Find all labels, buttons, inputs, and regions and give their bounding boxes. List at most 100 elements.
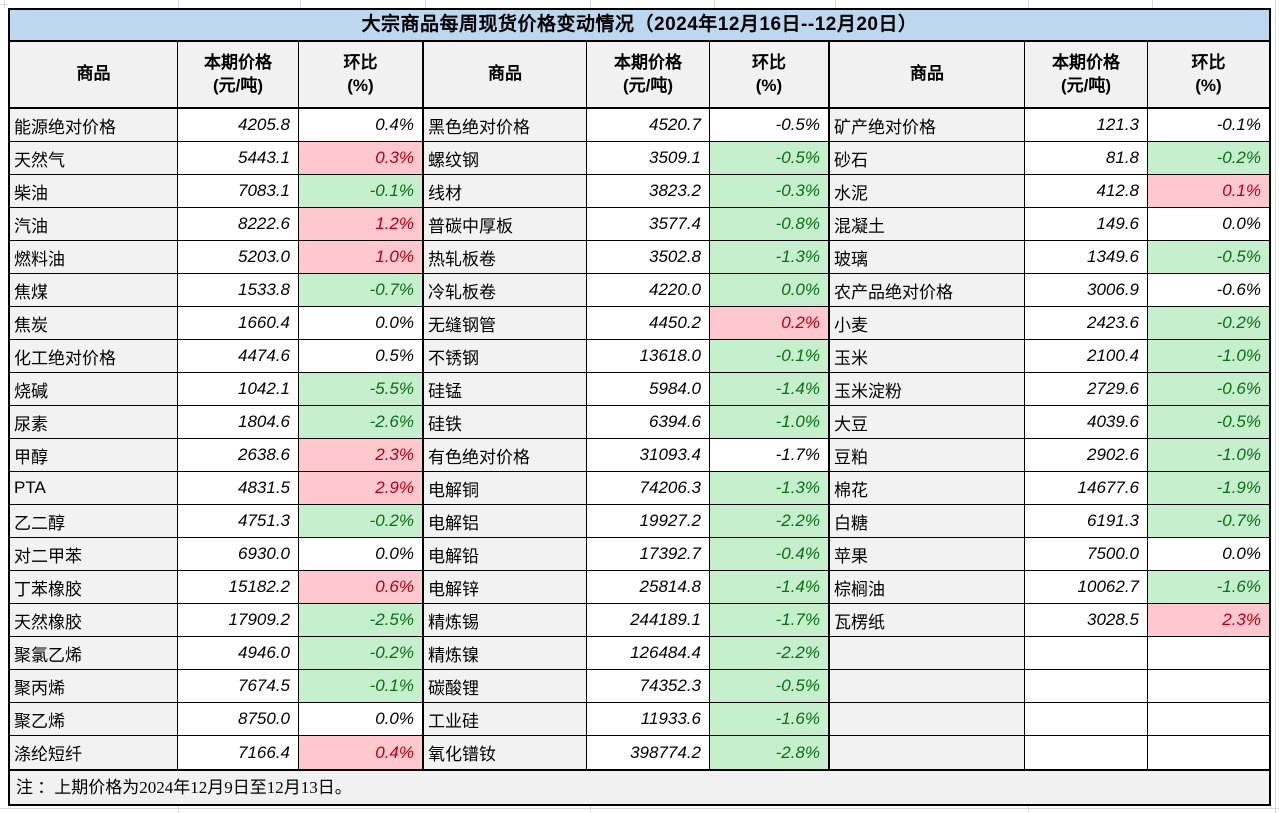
commodity-name-cell[interactable]: 混凝土: [830, 208, 1025, 241]
commodity-name-cell[interactable]: 碳酸锂: [424, 670, 587, 703]
category-name-cell[interactable]: 能源绝对价格: [10, 109, 178, 142]
price-cell[interactable]: [1025, 670, 1148, 703]
commodity-name-cell[interactable]: 氧化镨钕: [424, 736, 587, 769]
pct-change-cell[interactable]: -1.0%: [710, 406, 830, 439]
commodity-name-cell[interactable]: 螺纹钢: [424, 142, 587, 175]
price-cell[interactable]: 4831.5: [178, 472, 299, 505]
price-cell[interactable]: 4220.0: [587, 274, 710, 307]
pct-change-cell[interactable]: -0.5%: [710, 142, 830, 175]
price-cell[interactable]: 398774.2: [587, 736, 710, 769]
price-cell[interactable]: 8750.0: [178, 703, 299, 736]
pct-change-cell[interactable]: -0.3%: [710, 175, 830, 208]
commodity-name-cell[interactable]: 聚乙烯: [10, 703, 178, 736]
pct-change-cell[interactable]: -0.1%: [710, 340, 830, 373]
commodity-name-cell[interactable]: 甲醇: [10, 439, 178, 472]
price-cell[interactable]: 1660.4: [178, 307, 299, 340]
commodity-name-cell[interactable]: 精炼镍: [424, 637, 587, 670]
header-commodity[interactable]: 商品: [10, 42, 178, 109]
price-cell[interactable]: 3006.9: [1025, 274, 1148, 307]
pct-change-cell[interactable]: -5.5%: [299, 373, 424, 406]
price-cell[interactable]: [1025, 637, 1148, 670]
price-cell[interactable]: 3028.5: [1025, 604, 1148, 637]
commodity-name-cell[interactable]: 苹果: [830, 538, 1025, 571]
pct-change-cell[interactable]: -1.7%: [710, 604, 830, 637]
header-current-price[interactable]: 本期价格 (元/吨): [178, 42, 299, 109]
price-cell[interactable]: 4450.2: [587, 307, 710, 340]
price-cell[interactable]: 3577.4: [587, 208, 710, 241]
price-cell[interactable]: 1042.1: [178, 373, 299, 406]
commodity-name-cell[interactable]: 焦煤: [10, 274, 178, 307]
category-name-cell[interactable]: 矿产绝对价格: [830, 109, 1025, 142]
table-title[interactable]: 大宗商品每周现货价格变动情况（2024年12月16日--12月20日）: [10, 10, 1269, 42]
pct-change-cell[interactable]: 2.9%: [299, 472, 424, 505]
pct-change-cell[interactable]: -0.2%: [1148, 307, 1269, 340]
commodity-name-cell[interactable]: 电解锌: [424, 571, 587, 604]
category-name-cell[interactable]: 化工绝对价格: [10, 340, 178, 373]
commodity-name-cell[interactable]: 电解铝: [424, 505, 587, 538]
price-cell[interactable]: 31093.4: [587, 439, 710, 472]
price-cell[interactable]: 121.3: [1025, 109, 1148, 142]
price-cell[interactable]: 3502.8: [587, 241, 710, 274]
pct-change-cell[interactable]: -1.6%: [1148, 571, 1269, 604]
price-cell[interactable]: 2729.6: [1025, 373, 1148, 406]
pct-change-cell[interactable]: 0.0%: [1148, 538, 1269, 571]
pct-change-cell[interactable]: -2.2%: [710, 505, 830, 538]
commodity-name-cell[interactable]: 大豆: [830, 406, 1025, 439]
commodity-name-cell[interactable]: 棕榈油: [830, 571, 1025, 604]
price-cell[interactable]: 3509.1: [587, 142, 710, 175]
price-cell[interactable]: 7500.0: [1025, 538, 1148, 571]
pct-change-cell[interactable]: 2.3%: [299, 439, 424, 472]
commodity-name-cell[interactable]: 棉花: [830, 472, 1025, 505]
commodity-name-cell[interactable]: 燃料油: [10, 241, 178, 274]
price-cell[interactable]: 4039.6: [1025, 406, 1148, 439]
price-cell[interactable]: 13618.0: [587, 340, 710, 373]
pct-change-cell[interactable]: -0.6%: [1148, 274, 1269, 307]
pct-change-cell[interactable]: -1.3%: [710, 472, 830, 505]
pct-change-cell[interactable]: -2.5%: [299, 604, 424, 637]
pct-change-cell[interactable]: -0.5%: [710, 670, 830, 703]
pct-change-cell[interactable]: 0.3%: [299, 142, 424, 175]
price-cell[interactable]: 3823.2: [587, 175, 710, 208]
pct-change-cell[interactable]: -1.7%: [710, 439, 830, 472]
price-cell[interactable]: 17392.7: [587, 538, 710, 571]
pct-change-cell[interactable]: 0.0%: [299, 538, 424, 571]
header-current-price[interactable]: 本期价格 (元/吨): [1025, 42, 1148, 109]
commodity-name-cell[interactable]: 玻璃: [830, 241, 1025, 274]
price-cell[interactable]: 2638.6: [178, 439, 299, 472]
pct-change-cell[interactable]: -2.6%: [299, 406, 424, 439]
commodity-name-cell[interactable]: 砂石: [830, 142, 1025, 175]
price-cell[interactable]: 5443.1: [178, 142, 299, 175]
header-wow-change[interactable]: 环比 (%): [299, 42, 424, 109]
price-cell[interactable]: 7674.5: [178, 670, 299, 703]
pct-change-cell[interactable]: -2.8%: [710, 736, 830, 769]
commodity-name-cell[interactable]: 聚氯乙烯: [10, 637, 178, 670]
pct-change-cell[interactable]: 0.0%: [710, 274, 830, 307]
price-cell[interactable]: 4474.6: [178, 340, 299, 373]
pct-change-cell[interactable]: [1148, 637, 1269, 670]
pct-change-cell[interactable]: 2.3%: [1148, 604, 1269, 637]
commodity-name-cell[interactable]: 涤纶短纤: [10, 736, 178, 769]
price-cell[interactable]: 1533.8: [178, 274, 299, 307]
pct-change-cell[interactable]: -0.1%: [299, 175, 424, 208]
empty-cell[interactable]: [830, 736, 1025, 769]
pct-change-cell[interactable]: 0.5%: [299, 340, 424, 373]
pct-change-cell[interactable]: -0.1%: [1148, 109, 1269, 142]
price-cell[interactable]: 74352.3: [587, 670, 710, 703]
pct-change-cell[interactable]: 0.1%: [1148, 175, 1269, 208]
commodity-name-cell[interactable]: 豆粕: [830, 439, 1025, 472]
empty-cell[interactable]: [830, 703, 1025, 736]
empty-cell[interactable]: [830, 670, 1025, 703]
pct-change-cell[interactable]: 0.4%: [299, 736, 424, 769]
pct-change-cell[interactable]: -0.5%: [1148, 406, 1269, 439]
price-cell[interactable]: 1804.6: [178, 406, 299, 439]
commodity-name-cell[interactable]: PTA: [10, 472, 178, 505]
commodity-name-cell[interactable]: 瓦楞纸: [830, 604, 1025, 637]
pct-change-cell[interactable]: -0.2%: [299, 637, 424, 670]
commodity-name-cell[interactable]: 线材: [424, 175, 587, 208]
price-cell[interactable]: 81.8: [1025, 142, 1148, 175]
commodity-name-cell[interactable]: 对二甲苯: [10, 538, 178, 571]
pct-change-cell[interactable]: 0.6%: [299, 571, 424, 604]
commodity-name-cell[interactable]: 天然橡胶: [10, 604, 178, 637]
commodity-name-cell[interactable]: 精炼锡: [424, 604, 587, 637]
price-cell[interactable]: [1025, 736, 1148, 769]
